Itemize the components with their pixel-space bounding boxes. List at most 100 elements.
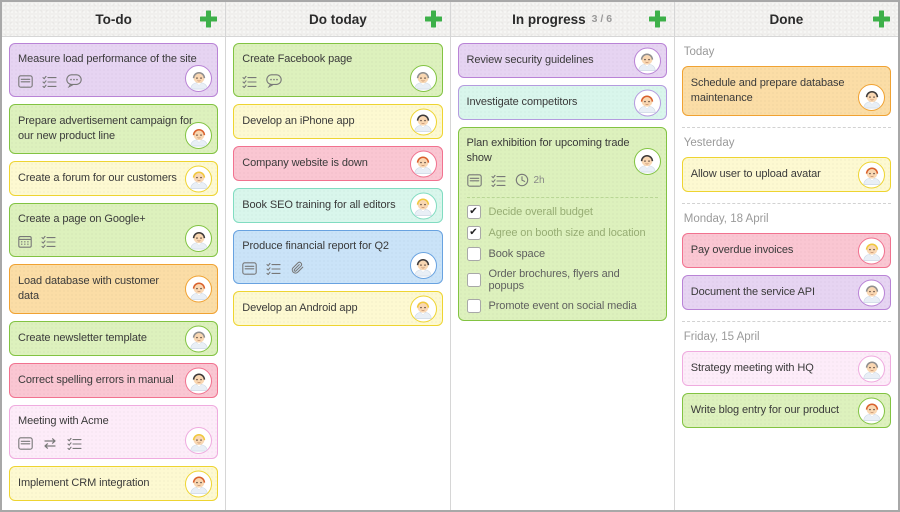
column-to-do: To-do Measure load performance of the sit… [2, 2, 227, 510]
avatar [409, 150, 437, 177]
avatar [409, 192, 437, 219]
checklist-icon [42, 75, 57, 88]
avatar [409, 65, 437, 92]
card[interactable]: Schedule and prepare database maintenanc… [681, 66, 891, 116]
checklist-item-label: Book space [488, 248, 546, 260]
card-title: Create a forum for our customers [18, 172, 177, 184]
card-badges [242, 73, 433, 89]
checklist-item: Book space [466, 247, 658, 261]
card-badges [18, 435, 209, 451]
column-title: Do today [308, 11, 367, 27]
checkbox[interactable] [466, 299, 481, 313]
checklist-item: Promote event on social media [466, 299, 658, 313]
column-title: In progress [512, 11, 586, 27]
card-title: Write blog entry for our product [690, 404, 839, 416]
clock-icon [515, 173, 529, 187]
column-in-progress: In progress 3 / 6 Review security guidelin… [450, 2, 675, 510]
note-icon [18, 74, 33, 88]
card[interactable]: Meeting with Acme [9, 405, 219, 459]
avatar [185, 225, 213, 252]
card-badges [18, 73, 209, 89]
column-header: Do today [226, 2, 450, 37]
avatar [858, 355, 885, 382]
card[interactable]: Create a page on Google+ [9, 203, 219, 257]
checklist-icon [41, 235, 56, 248]
paperclip-icon [290, 261, 304, 275]
card[interactable]: Create a forum for our customers [9, 161, 219, 196]
add-card-button[interactable] [424, 10, 443, 29]
avatar [409, 295, 437, 322]
avatar [185, 122, 213, 149]
card-title: Review security guidelines [466, 54, 594, 66]
card[interactable]: Produce financial report for Q2 [233, 230, 443, 284]
card[interactable]: Review security guidelines [457, 43, 667, 78]
checklist-item-label: Agree on booth size and location [488, 227, 646, 239]
card-badges: 2h [466, 172, 658, 188]
card[interactable]: Write blog entry for our product [681, 393, 891, 428]
checkbox[interactable] [466, 247, 481, 261]
avatar [409, 252, 437, 279]
repeat-icon [42, 437, 58, 450]
avatar [185, 275, 213, 303]
avatar [185, 427, 213, 454]
checklist-icon [67, 437, 82, 450]
calendar-icon [18, 235, 32, 248]
column-count: 3 / 6 [591, 13, 613, 25]
card-title: Develop an iPhone app [242, 115, 355, 127]
plus-icon [199, 10, 218, 32]
checklist-item: Decide overall budget [466, 205, 658, 219]
checklist-icon [490, 174, 506, 187]
card[interactable]: Load database with customer data [9, 264, 219, 314]
card[interactable]: Correct spelling errors in manual [9, 363, 219, 398]
card[interactable]: Create newsletter template [9, 321, 219, 356]
date-group-label: Yesterday [683, 137, 735, 149]
card[interactable]: Plan exhibition for upcoming trade show 2… [457, 127, 667, 321]
comment-icon [66, 74, 82, 88]
card-divider [466, 197, 658, 198]
card[interactable]: Develop an iPhone app [233, 104, 443, 139]
add-card-button[interactable] [648, 10, 667, 29]
card[interactable]: Pay overdue invoices [681, 233, 891, 268]
card-title: Pay overdue invoices [690, 244, 794, 256]
avatar [185, 325, 213, 352]
avatar [858, 237, 885, 264]
date-group-label: Friday, 15 April [683, 331, 760, 343]
add-card-button[interactable] [199, 10, 218, 29]
avatar [858, 279, 885, 306]
card[interactable]: Allow user to upload avatar [681, 157, 891, 192]
avatar [858, 161, 885, 188]
card[interactable]: Measure load performance of the site [9, 43, 219, 97]
card[interactable]: Prepare advertisement campaign for our n… [9, 104, 219, 154]
add-card-button[interactable] [872, 10, 891, 29]
card[interactable]: Implement CRM integration [9, 466, 219, 501]
card[interactable]: Strategy meeting with HQ [681, 351, 891, 386]
checkbox[interactable] [466, 226, 481, 240]
note-icon [242, 261, 257, 275]
column-header: To-do [2, 2, 226, 37]
card-title: Correct spelling errors in manual [18, 374, 174, 386]
checkbox[interactable] [466, 205, 481, 219]
card-title: Create Facebook page [242, 53, 353, 65]
card-checklist: Decide overall budget Agree on booth size… [466, 205, 658, 313]
card[interactable]: Document the service API [681, 275, 891, 310]
card[interactable]: Company website is down [233, 146, 443, 181]
avatar [185, 65, 213, 92]
card-title: Develop an Android app [242, 302, 358, 314]
card-title: Implement CRM integration [18, 477, 150, 489]
avatar [633, 89, 661, 116]
card[interactable]: Create Facebook page [233, 43, 443, 97]
card-title: Allow user to upload avatar [690, 168, 821, 180]
card[interactable]: Book SEO training for all editors [233, 188, 443, 223]
avatar [633, 47, 661, 74]
card[interactable]: Investigate competitors [457, 85, 667, 120]
date-group-label: Monday, 18 April [683, 213, 769, 225]
group-divider [681, 321, 891, 322]
plus-icon [648, 10, 667, 32]
column-body: Measure load performance of the site Prep… [2, 37, 225, 510]
checklist-item: Order brochures, flyers and popups [466, 268, 658, 292]
card[interactable]: Develop an Android app [233, 291, 443, 326]
checkbox[interactable] [466, 273, 481, 287]
card-title: Schedule and prepare database maintenanc… [690, 77, 845, 104]
card-title: Measure load performance of the site [18, 53, 197, 65]
